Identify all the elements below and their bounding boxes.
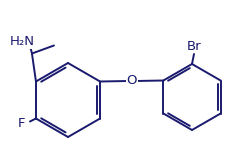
Text: Br: Br [186,39,201,53]
Text: O: O [126,75,136,88]
Text: F: F [18,117,26,130]
Text: H₂N: H₂N [9,35,34,48]
